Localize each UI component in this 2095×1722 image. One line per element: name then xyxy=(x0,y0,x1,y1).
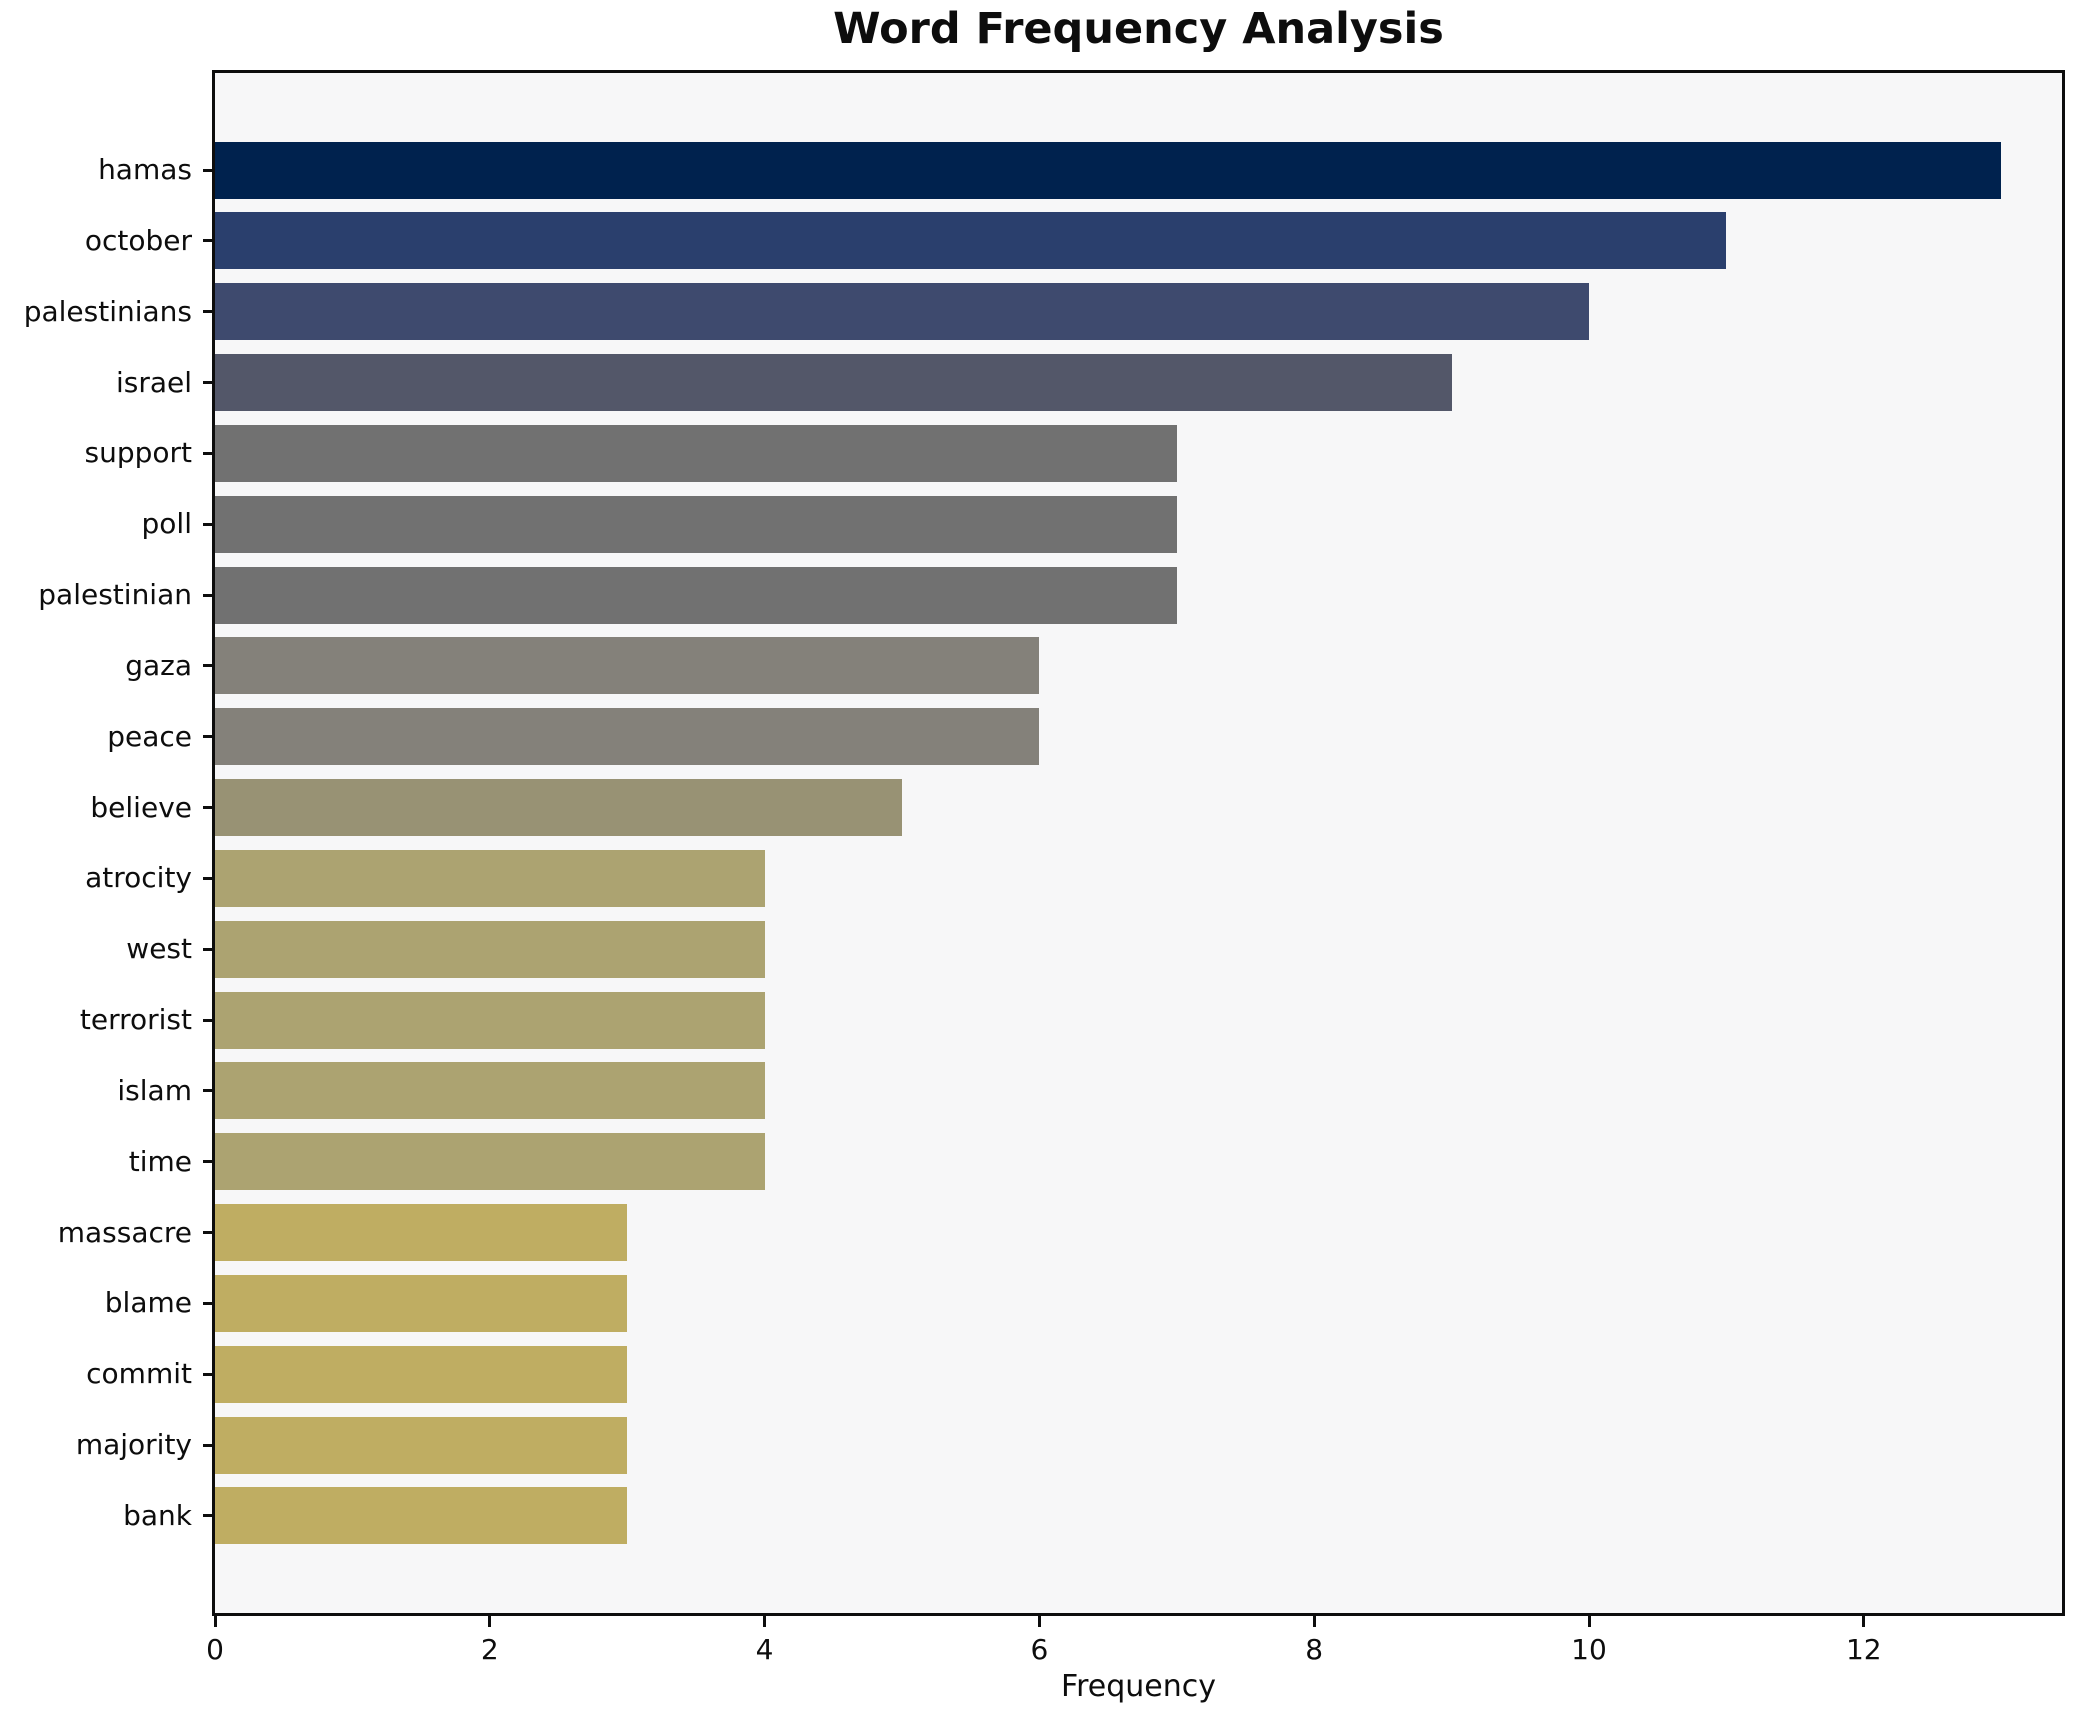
y-axis-tick xyxy=(203,1018,212,1022)
y-axis-tick xyxy=(203,664,212,668)
x-axis-tick xyxy=(1587,1616,1591,1627)
x-axis-tick xyxy=(1312,1616,1316,1627)
x-axis-tick-label: 2 xyxy=(480,1633,499,1666)
chart-title: Word Frequency Analysis xyxy=(833,4,1444,54)
bar-time xyxy=(215,1133,765,1191)
y-axis-tick xyxy=(203,735,212,739)
y-axis-tick xyxy=(203,522,212,526)
bar-massacre xyxy=(215,1204,628,1262)
y-axis-tick xyxy=(203,876,212,880)
y-axis-label-gaza: gaza xyxy=(125,648,192,682)
y-axis-tick xyxy=(203,1160,212,1164)
y-axis-label-peace: peace xyxy=(107,719,192,753)
x-axis-tick xyxy=(1037,1616,1041,1627)
bar-peace xyxy=(215,708,1040,766)
y-axis-label-atrocity: atrocity xyxy=(85,861,192,895)
y-axis-tick xyxy=(203,239,212,243)
x-axis-tick-label: 4 xyxy=(755,1633,774,1666)
y-axis-tick xyxy=(203,1514,212,1518)
y-axis-label-believe: believe xyxy=(90,790,192,824)
y-axis-tick xyxy=(203,593,212,597)
y-axis-label-support: support xyxy=(84,436,192,470)
bar-palestinians xyxy=(215,283,1589,341)
y-axis-label-israel: israel xyxy=(115,365,192,399)
y-axis-label-hamas: hamas xyxy=(98,153,192,186)
x-axis-tick xyxy=(213,1616,217,1627)
bar-islam xyxy=(215,1062,765,1120)
y-axis-label-west: west xyxy=(126,932,192,966)
y-axis-label-terrorist: terrorist xyxy=(79,1003,192,1037)
bar-believe xyxy=(215,779,902,837)
x-axis-tick xyxy=(763,1616,767,1627)
y-axis-label-october: october xyxy=(84,223,192,257)
x-axis-tick-label: 10 xyxy=(1571,1633,1607,1666)
x-axis-label: Frequency xyxy=(1061,1669,1216,1704)
bar-west xyxy=(215,920,765,978)
bar-gaza xyxy=(215,637,1040,695)
x-axis-tick-label: 0 xyxy=(206,1633,224,1666)
bar-poll xyxy=(215,495,1177,553)
y-axis-tick xyxy=(203,1089,212,1093)
x-axis-tick-label: 12 xyxy=(1845,1633,1882,1666)
bar-majority xyxy=(215,1416,628,1474)
y-axis-tick xyxy=(203,168,212,172)
y-axis-label-islam: islam xyxy=(117,1073,192,1107)
bar-support xyxy=(215,424,1177,482)
y-axis-tick xyxy=(203,1372,212,1376)
bar-israel xyxy=(215,354,1452,412)
x-axis-tick-label: 8 xyxy=(1305,1633,1324,1666)
bar-october xyxy=(215,212,1727,270)
plot-area xyxy=(212,70,2065,1616)
y-axis-tick xyxy=(203,947,212,951)
bar-commit xyxy=(215,1345,628,1403)
y-axis-tick xyxy=(203,1443,212,1447)
y-axis-tick xyxy=(203,310,212,314)
x-axis-tick xyxy=(1862,1616,1866,1627)
y-axis-label-palestinians: palestinians xyxy=(23,294,192,328)
x-axis-tick-label: 6 xyxy=(1030,1633,1049,1666)
y-axis-tick xyxy=(203,806,212,810)
bar-atrocity xyxy=(215,849,765,907)
y-axis-tick xyxy=(203,381,212,385)
y-axis-label-bank: bank xyxy=(123,1498,192,1532)
y-axis-tick xyxy=(203,1301,212,1305)
y-axis-label-poll: poll xyxy=(141,507,192,541)
bar-palestinian xyxy=(215,566,1177,624)
y-axis-label-palestinian: palestinian xyxy=(38,578,192,612)
bar-terrorist xyxy=(215,991,765,1049)
x-axis-tick xyxy=(488,1616,492,1627)
y-axis-label-majority: majority xyxy=(75,1428,192,1462)
y-axis-tick xyxy=(203,451,212,455)
bar-bank xyxy=(215,1487,628,1545)
y-axis-label-commit: commit xyxy=(86,1357,192,1391)
bar-hamas xyxy=(215,141,2002,199)
y-axis-label-time: time xyxy=(128,1144,192,1178)
y-axis-tick xyxy=(203,1231,212,1235)
y-axis-label-massacre: massacre xyxy=(57,1215,192,1249)
bar-blame xyxy=(215,1274,628,1332)
y-axis-label-blame: blame xyxy=(104,1286,192,1320)
